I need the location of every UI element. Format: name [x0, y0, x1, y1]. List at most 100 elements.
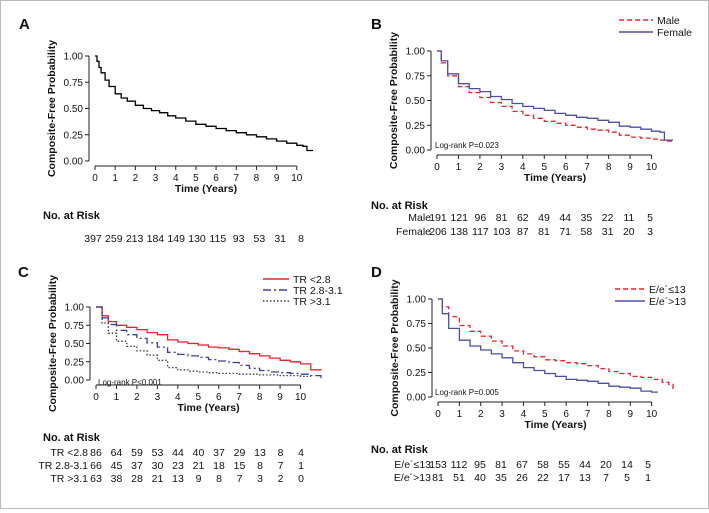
- risk-value: 62: [517, 212, 529, 224]
- risk-value: 22: [602, 212, 614, 224]
- risk-value: 31: [274, 233, 286, 245]
- risk-value: 213: [126, 233, 144, 245]
- risk-value: 20: [623, 226, 635, 238]
- risk-value: 103: [493, 226, 511, 238]
- y-axis-label: Composite-Free Probability: [389, 279, 401, 416]
- x-tick-label: 8: [254, 173, 260, 184]
- risk-value: 9: [196, 473, 202, 485]
- risk-value: 3: [257, 473, 263, 485]
- x-tick-label: 0: [93, 392, 99, 403]
- x-tick-label: 10: [646, 162, 658, 173]
- x-tick-label: 10: [295, 392, 307, 403]
- x-tick-label: 2: [478, 409, 484, 420]
- risk-value: 30: [152, 460, 164, 472]
- x-tick-label: 3: [499, 162, 505, 173]
- risk-value: 95: [474, 459, 486, 471]
- y-tick-label: 1.00: [65, 303, 85, 314]
- y-tick-label: 0.25: [65, 357, 85, 368]
- legend-label: Female: [657, 27, 692, 39]
- x-tick-label: 9: [627, 409, 633, 420]
- y-tick-label: 0.25: [407, 368, 427, 379]
- series-line-e-e-13: [438, 298, 674, 390]
- x-tick-label: 1: [112, 173, 118, 184]
- x-tick-label: 4: [520, 162, 526, 173]
- risk-value: 35: [495, 472, 507, 484]
- risk-value: 5: [624, 472, 630, 484]
- legend-label: E/e´≤13: [649, 284, 686, 296]
- x-axis-label: Time (Years): [177, 402, 239, 414]
- risk-value: 115: [209, 233, 226, 245]
- risk-value: 23: [172, 460, 184, 472]
- risk-table-title: No. at Risk: [43, 432, 101, 444]
- legend-label: Male: [657, 15, 680, 27]
- x-tick-label: 7: [236, 392, 242, 403]
- x-tick-label: 4: [173, 173, 179, 184]
- y-tick-label: 0.25: [64, 130, 84, 141]
- risk-value: 53: [254, 233, 266, 245]
- risk-row-label: TR 2.8-3.1: [38, 460, 88, 472]
- x-tick-label: 9: [277, 392, 283, 403]
- x-axis-label: Time (Years): [175, 183, 237, 195]
- risk-table-title: No. at Risk: [371, 444, 429, 456]
- risk-table-title: No. at Risk: [43, 210, 101, 222]
- x-tick-label: 0: [92, 173, 98, 184]
- risk-value: 86: [90, 447, 102, 459]
- x-tick-label: 6: [213, 173, 219, 184]
- risk-value: 38: [111, 473, 123, 485]
- x-tick-label: 6: [216, 392, 222, 403]
- risk-value: 55: [558, 459, 570, 471]
- risk-value: 40: [193, 447, 205, 459]
- y-tick-label: 0.00: [406, 146, 426, 157]
- risk-value: 13: [579, 472, 591, 484]
- y-tick-label: 0.75: [407, 319, 427, 330]
- risk-value: 7: [603, 472, 609, 484]
- x-tick-label: 0: [434, 162, 440, 173]
- risk-value: 18: [213, 460, 225, 472]
- risk-value: 58: [581, 226, 593, 238]
- x-axis-label: Time (Years): [524, 172, 586, 184]
- risk-value: 4: [298, 447, 304, 459]
- x-tick-label: 8: [606, 162, 612, 173]
- risk-value: 81: [496, 212, 508, 224]
- x-tick-label: 9: [274, 173, 280, 184]
- risk-value: 5: [645, 459, 651, 471]
- x-tick-label: 8: [257, 392, 263, 403]
- risk-value: 71: [559, 226, 571, 238]
- y-tick-label: 0.50: [406, 96, 426, 107]
- risk-value: 138: [450, 226, 468, 238]
- x-tick-label: 6: [563, 162, 569, 173]
- x-tick-label: 2: [133, 173, 139, 184]
- risk-value: 13: [172, 473, 184, 485]
- risk-row-label: TR >3.1: [50, 473, 88, 485]
- y-axis-label: Composite-Free Probability: [47, 275, 59, 412]
- x-tick-label: 3: [155, 392, 161, 403]
- risk-value: 14: [621, 459, 633, 471]
- series-line-female: [437, 50, 673, 141]
- y-tick-label: 0.75: [64, 78, 84, 89]
- risk-row-label: E/e´>13: [394, 472, 431, 484]
- risk-value: 21: [193, 460, 205, 472]
- risk-value: 31: [602, 226, 614, 238]
- risk-value: 153: [429, 459, 447, 471]
- risk-value: 17: [558, 472, 570, 484]
- risk-value: 184: [147, 233, 165, 245]
- risk-value: 66: [90, 460, 102, 472]
- x-tick-label: 7: [584, 162, 590, 173]
- risk-value: 3: [647, 226, 653, 238]
- risk-value: 51: [453, 472, 465, 484]
- risk-row-label: E/e´≤13: [394, 459, 431, 471]
- series-line-tr-2-8-3-1: [96, 306, 322, 380]
- legend-label: E/e´>13: [649, 296, 686, 308]
- risk-value: 20: [600, 459, 612, 471]
- risk-value: 29: [234, 447, 246, 459]
- y-tick-label: 0.75: [65, 321, 85, 332]
- x-tick-label: 7: [585, 409, 591, 420]
- risk-value: 67: [516, 459, 528, 471]
- risk-value: 26: [516, 472, 528, 484]
- risk-value: 37: [213, 447, 225, 459]
- risk-value: 15: [234, 460, 246, 472]
- y-axis-label: Composite-Free Probability: [388, 32, 400, 169]
- risk-value: 191: [429, 212, 447, 224]
